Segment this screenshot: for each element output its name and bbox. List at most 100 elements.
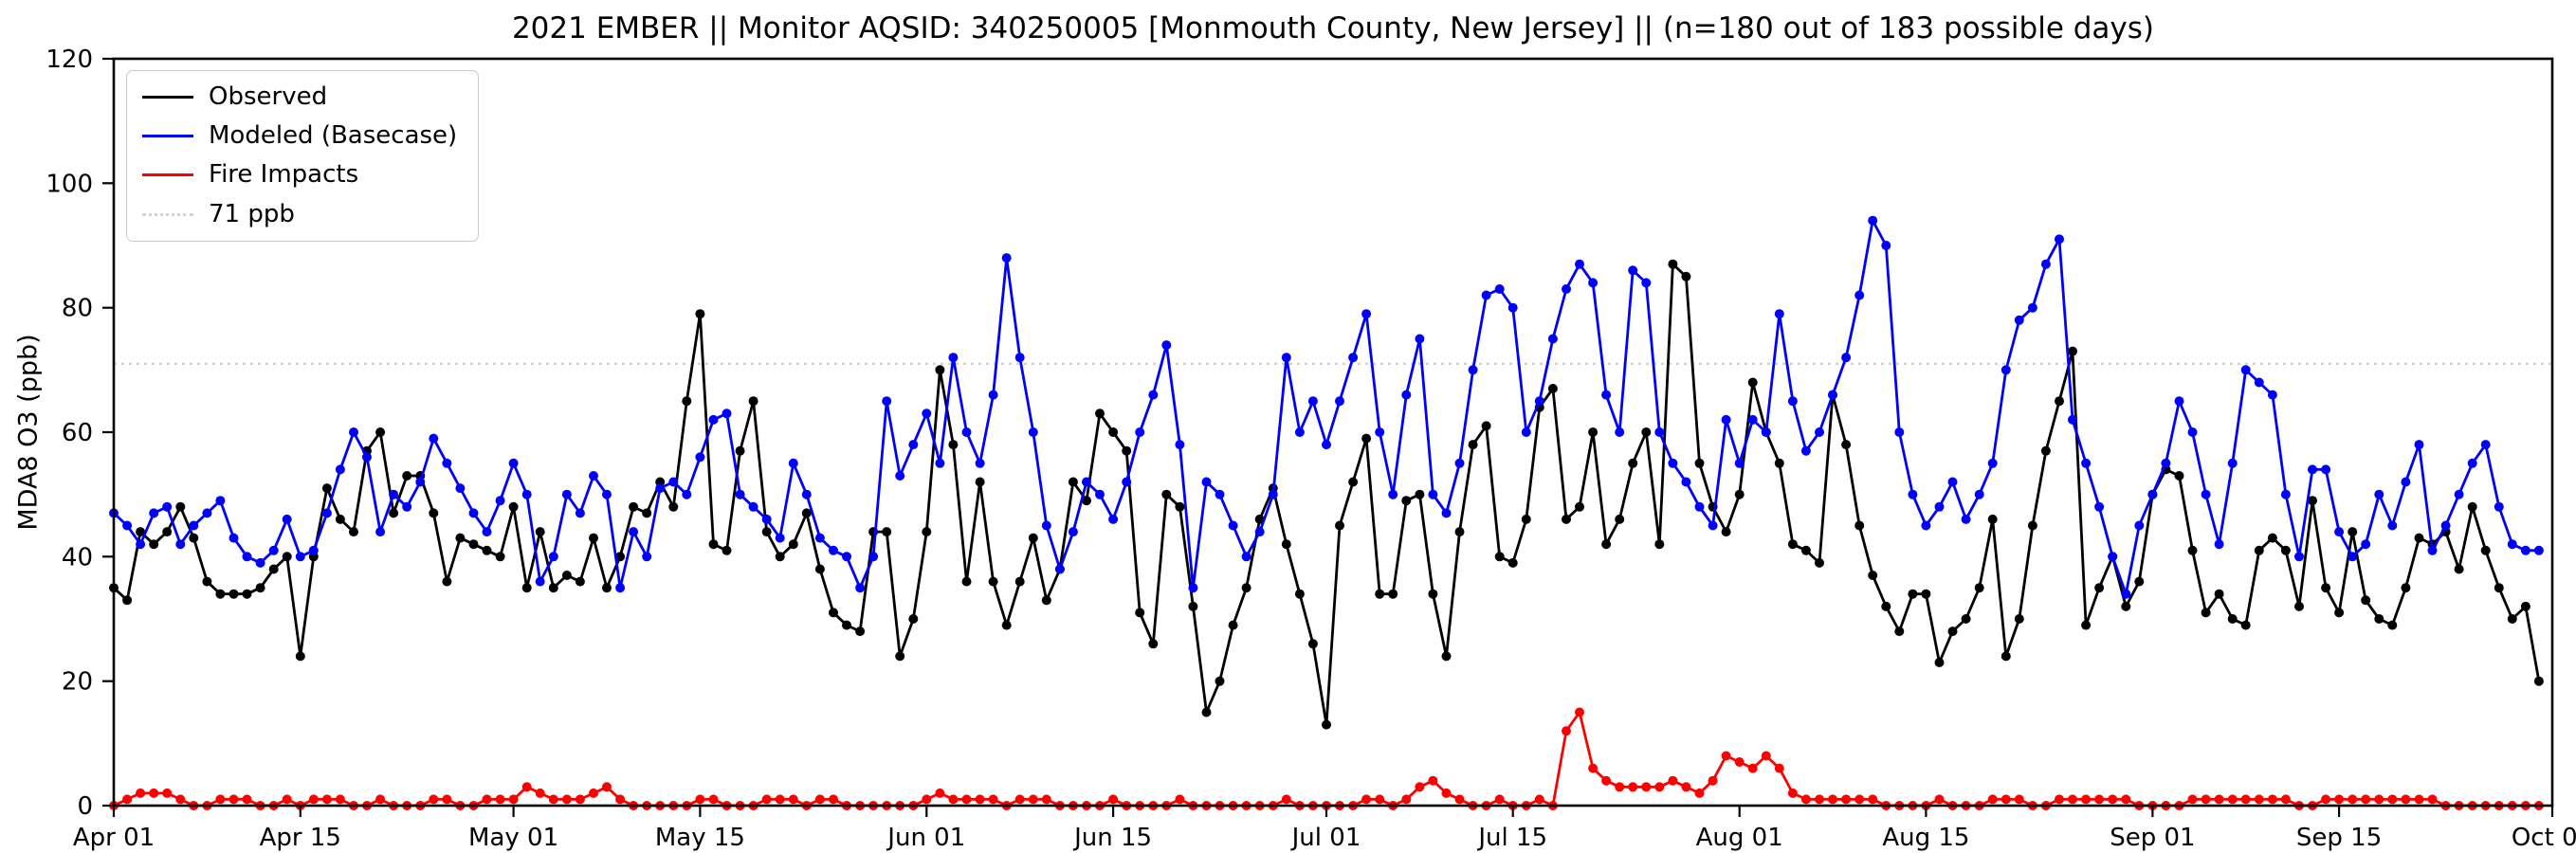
- data-point-modeled: [855, 583, 866, 593]
- data-point-modeled: [482, 527, 492, 537]
- data-point-modeled: [1881, 241, 1891, 250]
- data-point-observed: [1361, 433, 1372, 444]
- data-point-fire: [1401, 794, 1412, 805]
- data-point-modeled: [1507, 302, 1518, 313]
- data-point-modeled: [1921, 520, 1931, 531]
- data-point-observed: [2068, 346, 2077, 356]
- data-point-modeled: [548, 552, 558, 562]
- data-point-modeled: [2414, 440, 2424, 450]
- data-point-observed: [2201, 608, 2211, 618]
- data-point-modeled: [175, 539, 186, 550]
- data-point-observed: [1108, 427, 1119, 437]
- data-point-fire: [1041, 794, 1051, 805]
- data-point-modeled: [282, 514, 292, 524]
- data-point-observed: [1868, 571, 1878, 580]
- data-point-modeled: [308, 545, 319, 555]
- data-point-modeled: [2348, 552, 2358, 562]
- data-point-observed: [1961, 614, 1971, 624]
- data-point-modeled: [895, 471, 905, 481]
- data-point-observed: [2308, 496, 2317, 506]
- data-point-observed: [922, 527, 932, 537]
- data-point-observed: [389, 508, 399, 518]
- data-point-fire: [1787, 788, 1798, 798]
- data-point-observed: [1454, 527, 1465, 537]
- data-point-modeled: [1908, 489, 1918, 499]
- data-point-modeled: [2308, 464, 2317, 475]
- data-point-modeled: [2121, 589, 2131, 599]
- data-point-observed: [375, 427, 386, 437]
- data-point-observed: [1615, 514, 1625, 524]
- data-point-fire: [2387, 794, 2398, 805]
- data-point-observed: [1507, 557, 1518, 568]
- data-point-observed: [1562, 514, 1571, 524]
- data-point-modeled: [1014, 353, 1025, 363]
- data-point-observed: [1947, 626, 1958, 637]
- data-point-modeled: [935, 458, 945, 468]
- data-point-fire: [1454, 794, 1465, 805]
- data-point-modeled: [508, 458, 519, 468]
- data-point-observed: [748, 396, 758, 407]
- data-point-modeled: [2520, 545, 2530, 555]
- legend-item-modeled: Modeled (Basecase): [142, 121, 457, 151]
- data-point-modeled: [2334, 527, 2345, 537]
- data-point-observed: [122, 595, 133, 606]
- data-point-modeled: [1974, 489, 1984, 499]
- data-point-modeled: [1654, 427, 1665, 437]
- data-point-observed: [629, 501, 639, 512]
- data-point-observed: [1787, 539, 1798, 550]
- data-point-fire: [2280, 794, 2291, 805]
- data-point-fire: [1014, 794, 1025, 805]
- data-point-fire: [1588, 763, 1599, 773]
- data-point-modeled: [561, 489, 572, 499]
- x-tick-label: Sep 01: [2110, 824, 2195, 852]
- data-point-modeled: [455, 483, 466, 494]
- data-point-modeled: [535, 576, 545, 587]
- data-point-fire: [2121, 794, 2131, 805]
- data-point-modeled: [321, 508, 332, 518]
- data-point-modeled: [1800, 445, 1811, 456]
- data-point-modeled: [1961, 514, 1971, 524]
- data-point-modeled: [1401, 390, 1412, 400]
- data-point-modeled: [1615, 427, 1625, 437]
- data-point-fire: [1934, 794, 1945, 805]
- data-point-modeled: [2001, 365, 2011, 375]
- data-point-modeled: [2254, 377, 2264, 388]
- data-point-fire: [1562, 726, 1571, 736]
- data-point-fire: [2267, 794, 2277, 805]
- data-point-modeled: [1254, 527, 1265, 537]
- data-point-observed: [2387, 620, 2398, 630]
- data-point-observed: [775, 552, 785, 562]
- legend-label-modeled: Modeled (Basecase): [209, 121, 458, 151]
- data-point-modeled: [1521, 427, 1531, 437]
- data-point-modeled: [602, 489, 612, 499]
- data-point-modeled: [1934, 501, 1945, 512]
- threshold-line-sample: [142, 212, 193, 216]
- data-point-fire: [2334, 794, 2345, 805]
- data-point-observed: [2533, 676, 2544, 686]
- data-point-observed: [948, 440, 959, 450]
- data-point-observed: [1881, 601, 1891, 611]
- data-point-modeled: [2440, 520, 2451, 531]
- data-point-observed: [1734, 489, 1745, 499]
- data-point-modeled: [1947, 477, 1958, 487]
- data-point-modeled: [1747, 414, 1758, 425]
- data-point-fire: [695, 794, 705, 805]
- data-point-fire: [1641, 782, 1652, 792]
- data-point-modeled: [1547, 334, 1558, 344]
- data-point-observed: [1322, 719, 1331, 730]
- data-point-observed: [2240, 620, 2251, 630]
- data-point-modeled: [1601, 390, 1612, 400]
- data-point-fire: [1734, 757, 1745, 767]
- data-point-fire: [2068, 794, 2077, 805]
- data-point-modeled: [136, 539, 146, 550]
- data-point-observed: [255, 583, 265, 593]
- data-point-modeled: [149, 508, 159, 518]
- data-point-observed: [1841, 440, 1852, 450]
- data-point-fire: [442, 794, 452, 805]
- x-tick-label: Apr 15: [260, 824, 341, 852]
- data-point-observed: [2174, 471, 2184, 481]
- data-point-fire: [2108, 794, 2118, 805]
- data-point-modeled: [735, 489, 745, 499]
- data-point-fire: [1681, 782, 1691, 792]
